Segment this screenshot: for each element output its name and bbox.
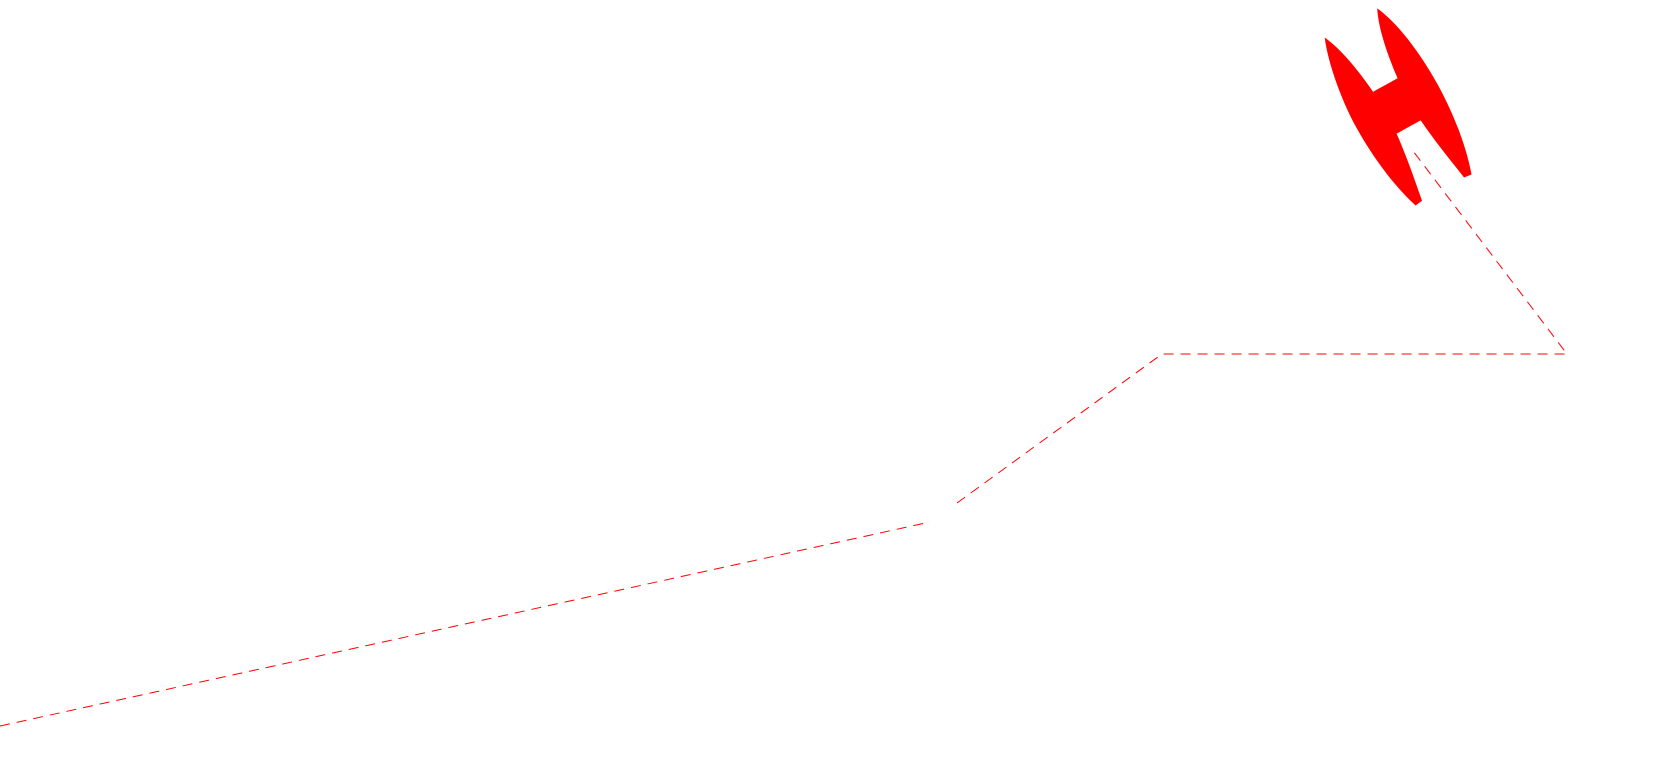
trajectory [956, 146, 1569, 504]
trajectory [0, 521, 931, 727]
ship-strut [1374, 87, 1420, 125]
ship-wing [1377, 8, 1472, 178]
ship-wing [1324, 37, 1423, 206]
ship [1324, 8, 1472, 206]
